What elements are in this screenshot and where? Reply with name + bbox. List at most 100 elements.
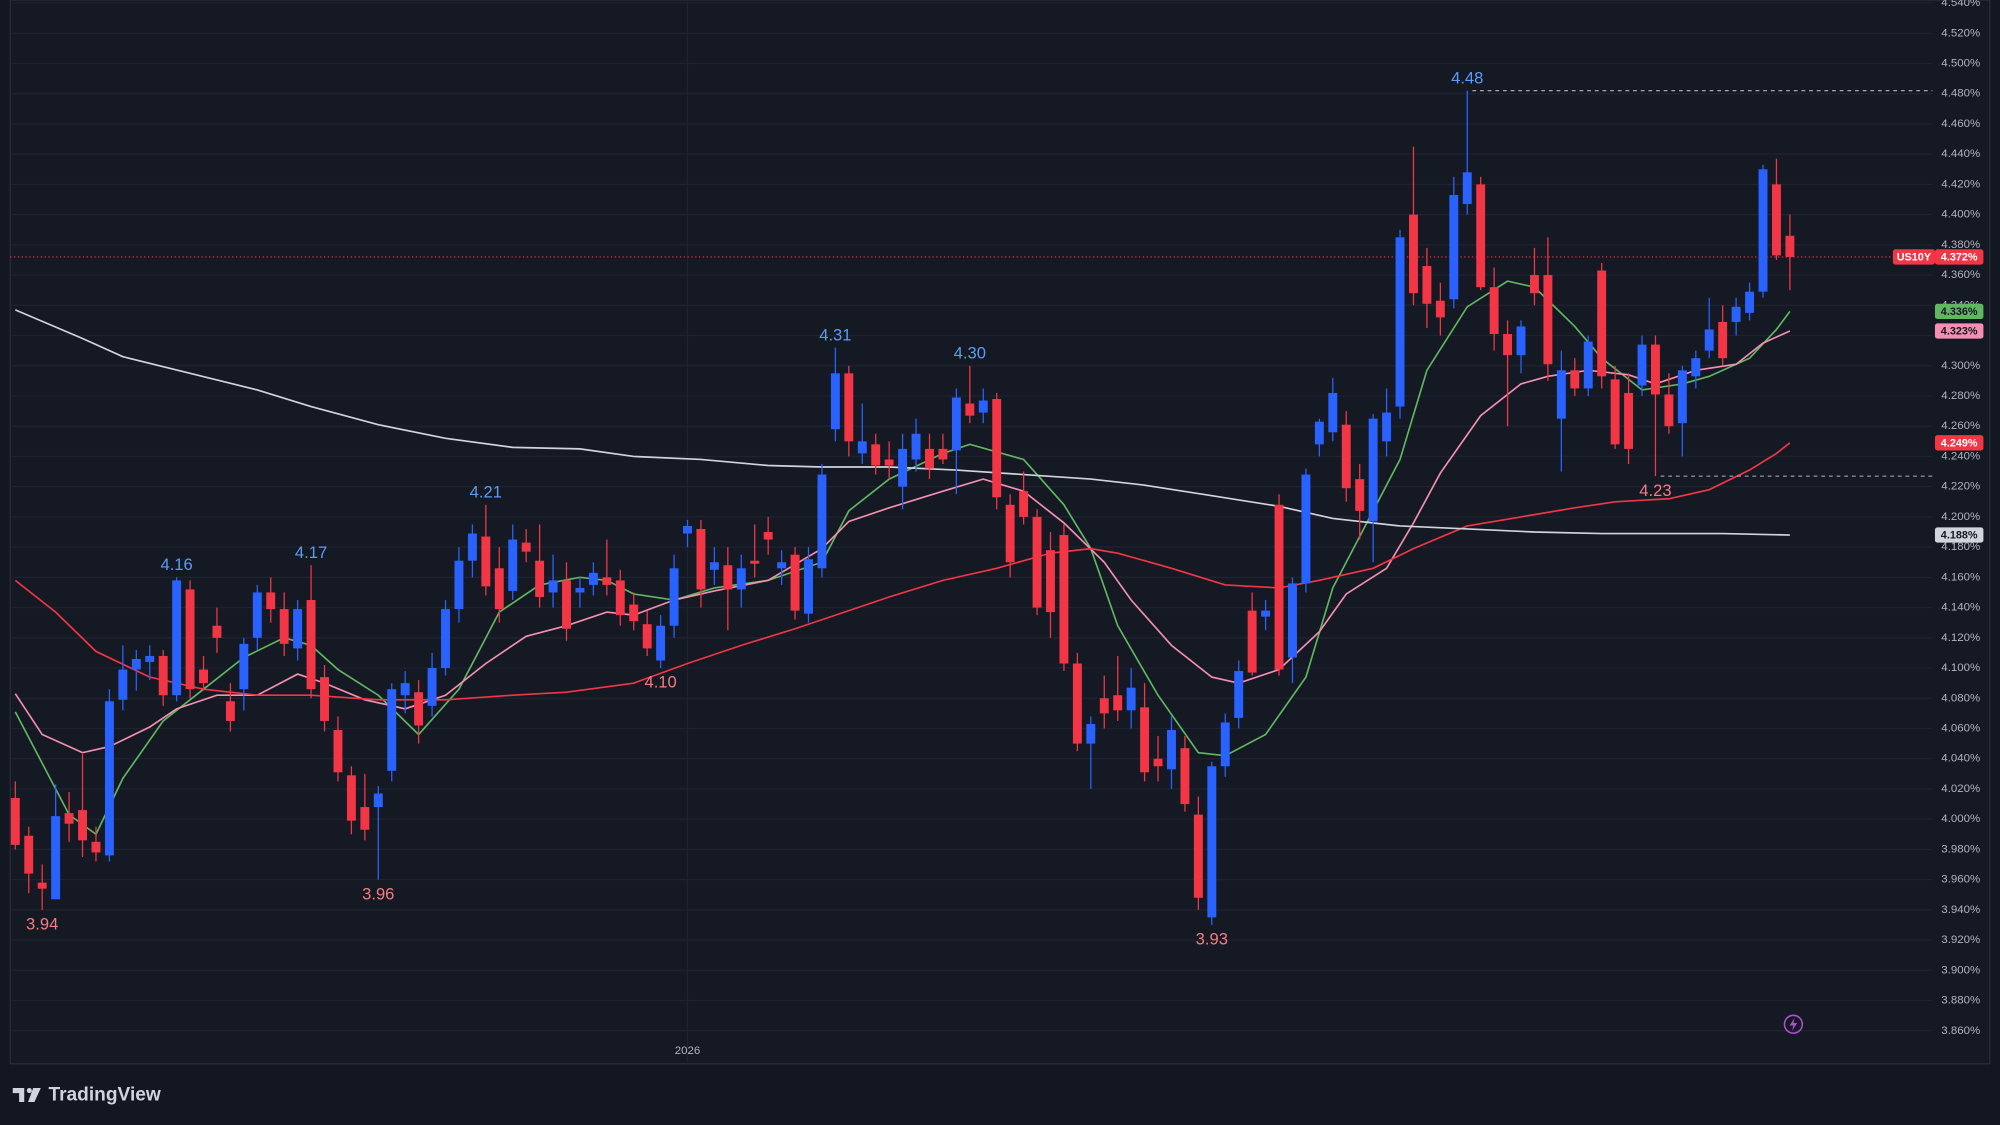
candle-body bbox=[1207, 766, 1217, 918]
candle-body bbox=[656, 625, 666, 661]
candle-body bbox=[360, 807, 370, 830]
price-badge-label: 4.372% bbox=[1941, 251, 1978, 263]
y-tick-label: 4.160% bbox=[1941, 571, 1980, 583]
candle-body bbox=[212, 625, 222, 638]
candle-body bbox=[602, 577, 612, 585]
candle-body bbox=[1476, 184, 1486, 288]
candle-body bbox=[683, 525, 692, 534]
y-tick-label: 4.400% bbox=[1941, 209, 1980, 221]
candles bbox=[10, 90, 1795, 925]
candle-body bbox=[118, 669, 128, 700]
candle-body bbox=[1489, 287, 1499, 335]
candle-body bbox=[1113, 695, 1123, 711]
y-tick-label: 4.220% bbox=[1941, 481, 1980, 493]
candle-body bbox=[965, 403, 975, 416]
candle-body bbox=[951, 397, 961, 451]
y-tick-label: 4.500% bbox=[1941, 58, 1980, 70]
y-tick-label: 4.420% bbox=[1941, 178, 1980, 190]
candle-body bbox=[494, 568, 504, 610]
candle-body bbox=[938, 448, 948, 460]
alert-icon[interactable] bbox=[1783, 1014, 1804, 1034]
candle-body bbox=[1583, 341, 1593, 389]
candle-body bbox=[1570, 370, 1580, 389]
y-tick-label: 4.120% bbox=[1941, 632, 1980, 644]
candle-body bbox=[736, 568, 746, 590]
candle-body bbox=[763, 532, 773, 540]
candle-body bbox=[629, 604, 639, 622]
y-tick-label: 3.920% bbox=[1941, 934, 1980, 946]
candle-body bbox=[78, 810, 87, 841]
candle-body bbox=[898, 448, 908, 487]
candle-body bbox=[1677, 370, 1687, 424]
y-tick-label: 4.000% bbox=[1941, 813, 1980, 825]
candle-body bbox=[1247, 610, 1257, 673]
candle-body bbox=[1637, 344, 1647, 386]
candle-body bbox=[427, 668, 437, 706]
candle-body bbox=[1718, 321, 1728, 359]
candle-body bbox=[1153, 758, 1163, 767]
candle-body bbox=[1785, 235, 1795, 257]
candle-body bbox=[588, 572, 598, 585]
candle-body bbox=[131, 658, 141, 670]
candle-body bbox=[548, 580, 558, 593]
price-axis: 3.860% 3.880% 3.900% 3.920% 3.940% 3.960% 3.98… bbox=[675, 0, 1984, 1057]
candle-body bbox=[884, 459, 894, 466]
y-tick-label: 4.300% bbox=[1941, 360, 1980, 372]
price-badge bbox=[1934, 323, 1984, 339]
y-tick-label: 3.900% bbox=[1941, 964, 1980, 976]
candle-body bbox=[871, 444, 881, 466]
candle-body bbox=[1745, 291, 1755, 313]
candle-body bbox=[925, 448, 934, 469]
extreme-label: 4.48 bbox=[1451, 69, 1483, 88]
candle-body bbox=[1288, 583, 1297, 658]
candle-body bbox=[279, 609, 289, 644]
price-badge bbox=[1934, 303, 1984, 319]
y-tick-label: 3.940% bbox=[1941, 904, 1980, 916]
candle-body bbox=[1543, 275, 1553, 365]
candle-body bbox=[615, 580, 625, 616]
candle-body bbox=[185, 589, 195, 690]
candle-body bbox=[1422, 266, 1432, 304]
candle-body bbox=[1610, 379, 1620, 445]
extreme-label: 4.21 bbox=[470, 483, 502, 502]
y-tick-label: 3.880% bbox=[1941, 995, 1980, 1007]
y-tick-label: 4.260% bbox=[1941, 420, 1980, 432]
extreme-label: 3.94 bbox=[26, 915, 58, 934]
candle-body bbox=[467, 533, 477, 561]
candle-body bbox=[1072, 663, 1082, 744]
candle-body bbox=[320, 677, 329, 721]
extreme-label: 3.93 bbox=[1196, 930, 1228, 949]
candle-body bbox=[709, 562, 719, 570]
candle-body bbox=[1395, 237, 1405, 407]
y-tick-label: 4.280% bbox=[1941, 390, 1980, 402]
candle-body bbox=[1274, 504, 1284, 670]
candle-body bbox=[293, 609, 303, 649]
y-tick-label: 3.980% bbox=[1941, 843, 1980, 855]
y-tick-label: 4.060% bbox=[1941, 723, 1980, 735]
candle-body bbox=[1624, 392, 1634, 449]
candle-body bbox=[790, 554, 800, 611]
candle-body bbox=[1382, 412, 1392, 442]
candle-body bbox=[817, 474, 827, 569]
candle-body bbox=[387, 689, 397, 771]
moving-average-line bbox=[14, 330, 1791, 754]
candle-body bbox=[750, 560, 760, 564]
price-badge-label: 4.188% bbox=[1941, 530, 1978, 542]
candle-body bbox=[333, 729, 343, 773]
candle-body bbox=[1046, 550, 1055, 613]
candle-body bbox=[1355, 479, 1365, 511]
y-tick-label: 3.960% bbox=[1941, 874, 1980, 886]
candle-body bbox=[10, 798, 20, 845]
y-tick-label: 4.480% bbox=[1941, 88, 1980, 100]
candle-body bbox=[1758, 169, 1768, 292]
annotations: 3.94 4.16 4.17 3.96 4.21 4.10 4.31 4.30 3.93 4.48… bbox=[26, 69, 1933, 949]
candle-body bbox=[252, 592, 262, 638]
y-tick-label: 4.380% bbox=[1941, 239, 1980, 251]
candle-body bbox=[1516, 326, 1526, 356]
y-tick-label: 4.460% bbox=[1941, 118, 1980, 130]
y-tick-label: 4.100% bbox=[1941, 662, 1980, 674]
logo-dot bbox=[26, 1088, 32, 1094]
candle-body bbox=[1530, 275, 1539, 294]
candle-body bbox=[1368, 418, 1378, 522]
candle-body bbox=[1556, 370, 1566, 419]
